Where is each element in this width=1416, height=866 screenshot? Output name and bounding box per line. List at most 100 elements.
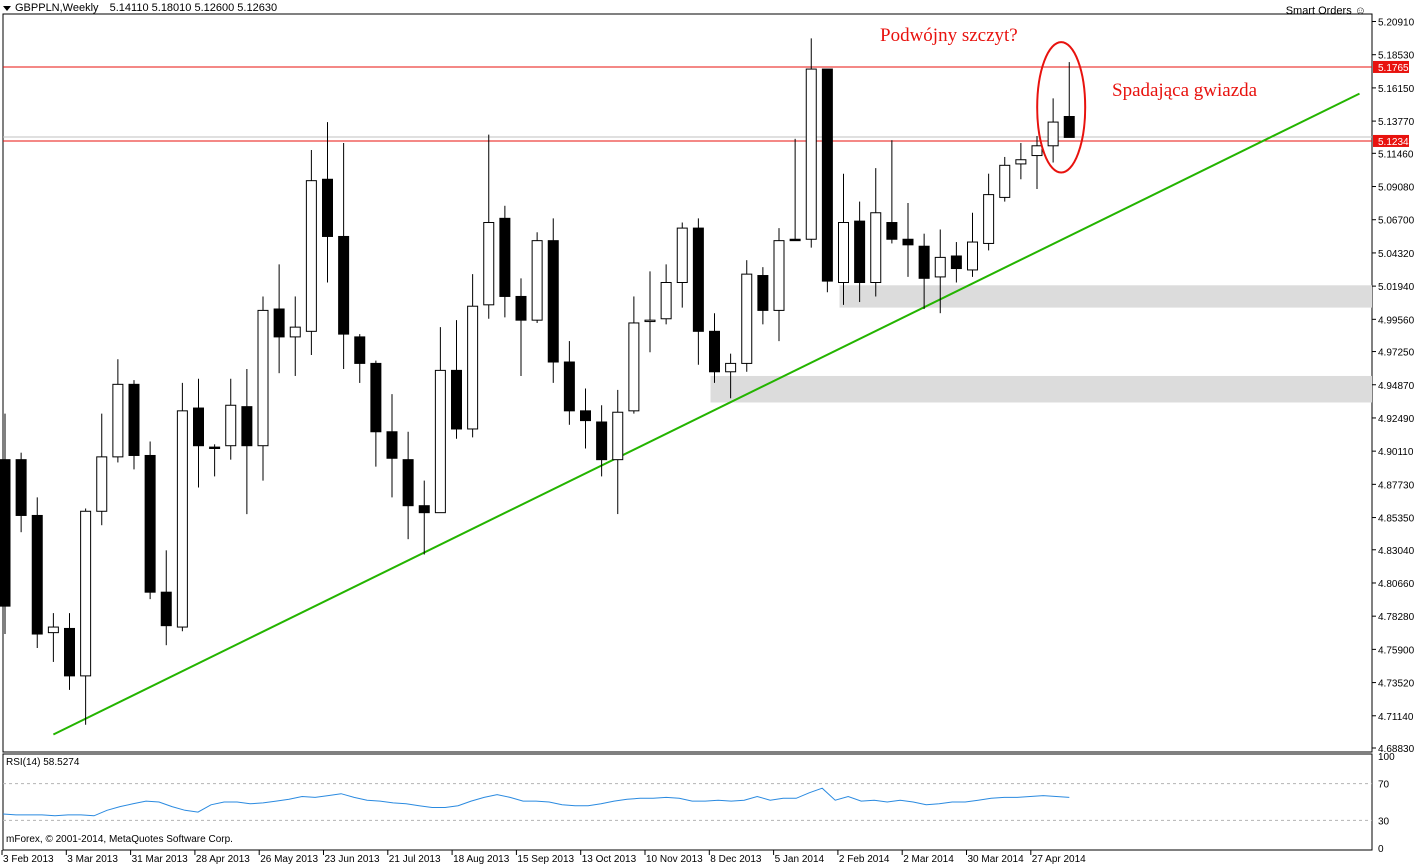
bear-candle-body	[354, 336, 366, 364]
rsi-panel-border	[2, 753, 1373, 851]
bull-candle-body	[289, 326, 301, 338]
x-tick-label: 18 Aug 2013	[453, 854, 510, 865]
high-value: 5.18010	[151, 2, 192, 14]
bull-candle-body	[467, 305, 479, 430]
y-tick-label: 4.94870	[1378, 381, 1415, 392]
rsi-panel: 100 70 30 0	[2, 752, 1395, 855]
candle	[434, 327, 446, 514]
bull-candle-body	[805, 68, 817, 240]
y-tick-label: 5.16150	[1378, 84, 1415, 95]
candle	[709, 313, 720, 383]
candle	[741, 260, 753, 372]
x-tick-label: 3 Mar 2013	[67, 854, 118, 865]
y-tick-label: 4.90110	[1378, 447, 1414, 458]
x-tick-label: 10 Nov 2013	[646, 854, 703, 865]
y-tick-label: 4.97250	[1378, 348, 1415, 359]
price-tag-bg	[1373, 60, 1409, 73]
candle	[999, 156, 1011, 202]
candle	[467, 274, 479, 438]
candle	[950, 242, 962, 283]
candle	[531, 232, 543, 323]
bull-candle-body	[176, 410, 188, 628]
bull-candle-body	[967, 241, 978, 271]
y-tick-label: 5.20910	[1378, 18, 1415, 29]
x-tick-label: 26 May 2013	[260, 854, 318, 865]
y-tick-label: 5.06700	[1378, 216, 1415, 227]
bear-candle-body	[418, 505, 430, 514]
low-value: 5.12600	[194, 2, 235, 14]
candle	[692, 218, 704, 365]
candle	[31, 497, 43, 648]
y-tick-label: 4.75900	[1378, 645, 1415, 656]
y-tick-label: 5.13770	[1378, 117, 1415, 128]
bear-candle-body	[918, 245, 930, 279]
candle	[160, 550, 172, 646]
bear-candle-body	[854, 220, 866, 283]
candle	[789, 138, 801, 242]
bull-candle-body	[257, 309, 269, 447]
x-tick-label: 28 Apr 2013	[196, 854, 250, 865]
candle	[386, 394, 398, 498]
candle	[305, 149, 317, 356]
resistance-lines	[3, 66, 1372, 142]
x-tick-label: 30 Mar 2014	[968, 854, 1025, 865]
support-zone-1	[839, 285, 1372, 308]
bear-candle-body	[1063, 115, 1075, 138]
candle	[1031, 136, 1043, 190]
y-tick-label: 5.18530	[1378, 51, 1415, 62]
bull-candle-body	[999, 164, 1011, 198]
candle	[257, 296, 269, 481]
candle	[725, 353, 737, 399]
bear-candle-body	[338, 235, 350, 335]
bull-candle-body	[225, 404, 237, 447]
bear-candle-body	[31, 514, 43, 635]
candle	[370, 360, 382, 467]
rsi-tick-label: 70	[1378, 780, 1390, 791]
bull-candle-body	[80, 510, 92, 677]
candle	[886, 140, 898, 244]
candle	[289, 296, 301, 376]
candle	[209, 444, 221, 477]
bull-candle-body	[434, 369, 446, 514]
candle	[418, 480, 430, 555]
bear-candle-body	[273, 308, 285, 338]
bear-candle-body	[209, 446, 221, 450]
price-tag-bg	[1373, 134, 1409, 147]
bull-candle-body	[47, 626, 59, 634]
candle	[596, 405, 608, 477]
smart-orders-button[interactable]: Smart Orders ☺	[1286, 5, 1366, 17]
bear-candle-body	[64, 627, 75, 677]
candle	[144, 441, 156, 600]
bear-candle-body	[128, 383, 140, 456]
y-tick-label: 4.80660	[1378, 579, 1415, 590]
smiley-icon: ☺	[1354, 5, 1366, 17]
bear-candle-body	[789, 238, 801, 242]
copyright-text: mForex, © 2001-2014, MetaQuotes Software…	[6, 834, 233, 845]
candle	[0, 413, 11, 635]
candle	[193, 378, 204, 488]
dropdown-triangle-icon[interactable]	[3, 5, 11, 11]
bear-candle-body	[596, 421, 608, 461]
bull-candle-body	[773, 240, 785, 311]
uptrend-line	[52, 92, 1360, 736]
bull-candle-body	[934, 256, 946, 278]
candle	[499, 205, 511, 318]
bear-candle-body	[451, 369, 462, 430]
candle	[918, 233, 930, 310]
bull-candle-body	[725, 362, 737, 373]
bear-candle-body	[499, 217, 511, 297]
bull-candle-body	[741, 273, 753, 364]
candle	[483, 134, 495, 319]
highlight-ellipse	[1036, 41, 1087, 174]
bear-candle-body	[757, 275, 769, 311]
candle	[644, 271, 656, 353]
y-tick-label: 4.87730	[1378, 480, 1415, 491]
support-zone-2	[710, 375, 1372, 403]
smart-orders-label: Smart Orders	[1285, 5, 1352, 17]
price-tag-label: 5.17651	[1378, 63, 1415, 74]
candle	[1015, 143, 1027, 180]
y-tick-label: 4.68830	[1378, 744, 1415, 755]
candle	[838, 173, 849, 305]
bear-candle-body	[580, 410, 591, 422]
y-tick-label: 4.92490	[1378, 414, 1415, 425]
